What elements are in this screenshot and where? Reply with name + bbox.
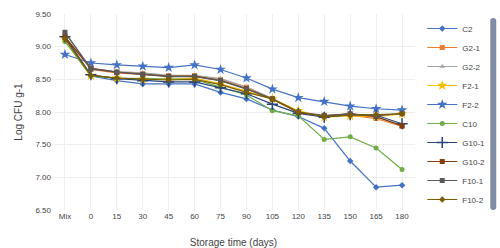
svg-text:105: 105: [266, 212, 280, 221]
svg-text:15: 15: [112, 212, 121, 221]
svg-text:6.50: 6.50: [35, 206, 51, 215]
svg-text:F2-2: F2-2: [462, 101, 479, 110]
svg-text:8.50: 8.50: [35, 75, 51, 84]
svg-text:7.00: 7.00: [35, 173, 51, 182]
svg-text:Mix: Mix: [59, 212, 71, 221]
svg-text:120: 120: [292, 212, 306, 221]
svg-text:9.00: 9.00: [35, 42, 51, 51]
svg-text:G2-2: G2-2: [462, 63, 480, 72]
svg-text:C2: C2: [462, 25, 473, 34]
svg-text:30: 30: [138, 212, 147, 221]
svg-text:Storage time (days): Storage time (days): [190, 237, 277, 248]
svg-text:75: 75: [216, 212, 225, 221]
svg-text:G2-1: G2-1: [462, 44, 480, 53]
svg-text:7.50: 7.50: [35, 140, 51, 149]
svg-text:G10-1: G10-1: [462, 139, 485, 148]
svg-text:0: 0: [89, 212, 94, 221]
svg-text:F10-1: F10-1: [462, 177, 483, 186]
svg-text:8.00: 8.00: [35, 108, 51, 117]
svg-text:60: 60: [190, 212, 199, 221]
svg-text:165: 165: [369, 212, 383, 221]
svg-text:45: 45: [164, 212, 173, 221]
svg-text:180: 180: [395, 212, 409, 221]
svg-text:F2-1: F2-1: [462, 82, 479, 91]
svg-text:135: 135: [318, 212, 332, 221]
svg-text:G10-2: G10-2: [462, 158, 485, 167]
svg-text:F10-2: F10-2: [462, 196, 483, 205]
svg-text:150: 150: [344, 212, 358, 221]
svg-text:90: 90: [242, 212, 251, 221]
svg-text:9.50: 9.50: [35, 10, 51, 19]
svg-text:Log CFU g-1: Log CFU g-1: [13, 83, 24, 141]
svg-text:C10: C10: [462, 120, 477, 129]
